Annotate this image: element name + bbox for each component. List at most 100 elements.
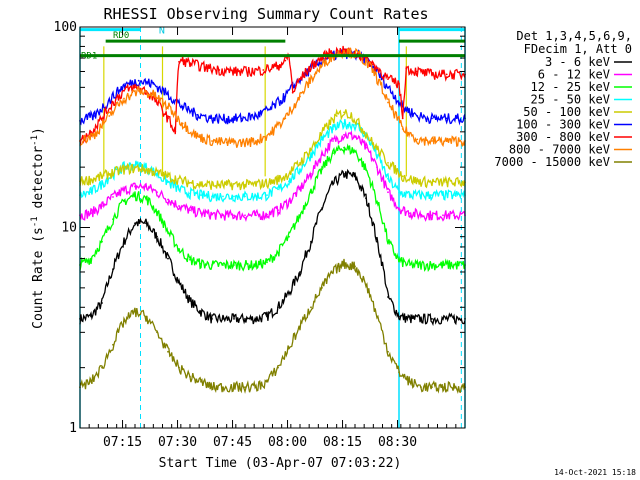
series-5-point-2 (108, 99, 111, 102)
series-6-point-17 (247, 70, 250, 73)
legend-label-5: 100 - 300 keV (516, 118, 610, 132)
series-2-point-20 (299, 214, 301, 217)
series-2-point-24 (343, 146, 345, 149)
series-6-point-13 (189, 62, 191, 65)
series-4-point-11 (240, 184, 243, 186)
series-line-3 (79, 119, 466, 203)
y-label-part-3: ) (31, 127, 46, 135)
series-3-point-24 (343, 122, 345, 125)
series-2-point-25 (354, 150, 356, 153)
series-8-point-13 (222, 386, 224, 388)
series-8-point-3 (112, 343, 114, 346)
series-0-point-14 (233, 318, 235, 320)
series-8-point-32 (431, 386, 433, 388)
series-4-point-10 (225, 184, 228, 186)
series-6-point-8 (156, 101, 158, 104)
series-4-point-17 (328, 122, 331, 125)
series-4-point-16 (313, 143, 316, 146)
series-4-point-9 (211, 184, 213, 186)
x-tick-label-0: 07:15 (103, 435, 142, 450)
chart-title: RHESSI Observing Summary Count Rates (103, 5, 428, 23)
series-8-point-10 (189, 375, 191, 378)
series-5-point-1 (93, 115, 96, 117)
series-0-point-30 (409, 318, 411, 320)
series-2-point-12 (211, 264, 213, 266)
series-8-point-22 (321, 287, 323, 289)
series-3-point-6 (145, 166, 147, 169)
series-0-point-6 (145, 222, 147, 225)
series-0-point-21 (310, 240, 312, 243)
series-0-point-15 (244, 318, 246, 320)
series-4-point-2 (108, 173, 111, 175)
series-0-point-19 (288, 292, 290, 295)
series-1-point-17 (266, 213, 268, 216)
series-6-point-12 (181, 59, 184, 62)
series-7-point-16 (313, 73, 316, 76)
series-2-point-32 (431, 264, 433, 266)
series-6-point-3 (101, 117, 103, 120)
series-8-point-31 (420, 386, 422, 388)
series-8-point-19 (288, 347, 290, 350)
series-6-point-35 (445, 73, 448, 76)
series-0-point-22 (321, 207, 323, 210)
legend-label-7: 800 - 7000 keV (509, 143, 610, 157)
legend-label-8: 7000 - 15000 keV (494, 155, 610, 169)
series-0-point-33 (442, 318, 444, 320)
series-0-point-1 (90, 315, 92, 318)
series-2-point-31 (420, 264, 422, 266)
series-5-point-8 (196, 113, 199, 116)
series-2-point-6 (145, 197, 147, 200)
series-7-point-14 (284, 117, 287, 120)
series-4-point-26 (431, 181, 433, 184)
series-3-point-32 (431, 194, 433, 197)
series-3-point-8 (167, 181, 169, 184)
series-3-point-14 (233, 195, 235, 198)
series-8-point-28 (387, 350, 389, 353)
series-1-point-1 (90, 212, 92, 215)
series-3-point-23 (332, 128, 334, 130)
flag-label-n: N (159, 26, 165, 37)
series-5-point-23 (416, 115, 419, 117)
series-1-point-28 (387, 191, 389, 194)
series-1-point-20 (299, 188, 301, 191)
series-8-point-20 (299, 325, 301, 328)
series-2-point-9 (178, 248, 180, 251)
series-1-point-18 (277, 209, 279, 212)
series-8-point-18 (277, 366, 279, 369)
series-5-point-6 (167, 93, 169, 96)
series-5-point-9 (211, 117, 213, 120)
series-6-point-22 (291, 91, 294, 94)
series-0-point-2 (101, 302, 103, 304)
y-label-part-1: Count Rate (s (31, 227, 46, 329)
series-2-point-28 (387, 240, 389, 243)
series-3-point-29 (398, 191, 400, 194)
series-7-point-2 (108, 115, 111, 117)
series-1-point-32 (431, 214, 433, 217)
series-8-point-33 (442, 386, 444, 388)
series-6-point-30 (398, 83, 400, 85)
series-5-point-5 (152, 83, 155, 85)
series-6-point-11 (178, 61, 180, 63)
series-2-point-22 (321, 168, 323, 171)
series-7-point-8 (196, 135, 199, 138)
axes-group: 07:15 07:30 07:45 08:00 08:15 08:30 1 10 100 (54, 20, 466, 450)
series-8-point-23 (332, 271, 334, 273)
series-7-point-1 (93, 133, 96, 136)
series-0-point-20 (299, 271, 301, 273)
series-7-point-25 (445, 140, 448, 142)
series-1-point-12 (211, 213, 213, 216)
series-0-point-16 (255, 318, 257, 320)
series-2-point-17 (266, 261, 268, 264)
series-line-2 (79, 143, 466, 272)
series-6-point-31 (401, 117, 404, 120)
series-0-point-13 (222, 318, 224, 320)
series-2-point-3 (112, 218, 114, 221)
series-2-point-11 (200, 262, 202, 265)
series-0-point-8 (167, 257, 169, 260)
y-label-part-2: detector (31, 146, 46, 217)
series-3-point-34 (453, 194, 455, 197)
series-0-point-29 (398, 315, 400, 318)
series-8-point-21 (310, 306, 312, 309)
series-line-6 (79, 45, 466, 146)
series-1-point-16 (255, 214, 257, 217)
